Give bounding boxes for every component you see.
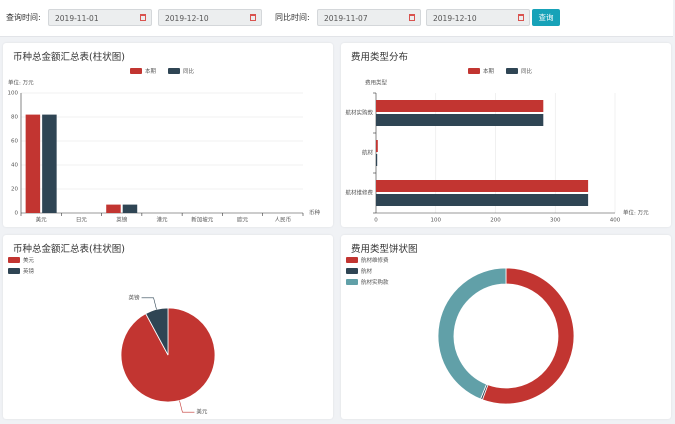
x-tick-label: 人民币: [275, 217, 292, 224]
legend-label: 航材维修费: [361, 256, 389, 264]
legend-label: 本期: [483, 67, 495, 75]
query-button[interactable]: 查询: [532, 9, 560, 26]
x-tick-label: 0: [374, 218, 378, 224]
x-tick-label: 新加坡元: [191, 216, 214, 224]
legend-swatch: [506, 68, 518, 74]
compare-label: 同比时间:: [275, 13, 310, 22]
panel: 费用类型饼状图 航材维修费航材航材实购款: [341, 235, 671, 419]
x-axis-label: 币种: [309, 209, 321, 217]
legend-label: 美元: [23, 256, 35, 264]
y-tick-label: 20: [11, 187, 18, 193]
y-tick-label: 80: [11, 115, 18, 121]
y-tick-label: 100: [8, 91, 19, 97]
bar: [106, 204, 121, 213]
chart-title: 币种总金额汇总表(柱状图): [13, 244, 125, 255]
bar: [376, 194, 589, 206]
date-input[interactable]: 2019-12-10: [426, 9, 530, 26]
chart: 单位: 万元 0 20 40 60 80 100 美元 日元 英镑 港元 新加坡元 欧元 人民币 币种 本期 同…: [8, 67, 321, 224]
date-input[interactable]: 2019-11-01: [48, 9, 152, 26]
x-tick-label: 美元: [36, 216, 48, 224]
x-tick-label: 100: [431, 218, 442, 224]
y-axis-label: 单位: 万元: [8, 79, 34, 87]
y-tick-label: 60: [11, 139, 18, 145]
y-tick-label: 40: [11, 163, 18, 169]
legend-swatch: [8, 257, 20, 263]
date-input[interactable]: 2019-11-07: [317, 9, 421, 26]
legend-label: 同比: [183, 67, 195, 75]
y-tick-label: 航材: [362, 149, 374, 157]
chart-title: 费用类型饼状图: [351, 244, 418, 255]
panel: 币种总金额汇总表(柱状图) 美元 英镑 美元 英镑: [3, 235, 333, 419]
legend-label: 本期: [145, 67, 157, 75]
bar: [376, 154, 378, 166]
bar: [376, 100, 544, 112]
y-axis-label: 费用类型: [365, 79, 388, 87]
chart-title: 费用类型分布: [351, 52, 409, 63]
x-tick-label: 欧元: [237, 216, 249, 224]
slice: [145, 307, 169, 356]
panel: 币种总金额汇总表(柱状图) 单位: 万元 0 20 40 60 80 100 美元 日元 英镑 港元…: [3, 43, 333, 227]
legend-swatch: [8, 268, 20, 274]
legend-label: 英镑: [23, 267, 35, 275]
legend-swatch: [130, 68, 142, 74]
label-line: [179, 400, 195, 413]
panel: 费用类型分布 费用类型 0 100 200 300 400 航材维修费 航材 航材实购款单位: …: [341, 43, 671, 227]
legend-label: 航材: [361, 267, 373, 275]
date-input[interactable]: 2019-12-10: [158, 9, 262, 26]
x-tick-label: 港元: [156, 216, 168, 224]
x-tick-label: 日元: [76, 217, 88, 224]
y-tick-label: 航材维修费: [345, 189, 373, 197]
x-axis-label: 单位: 万元: [623, 209, 649, 217]
chart-title: 币种总金额汇总表(柱状图): [13, 52, 125, 63]
legend-label: 同比: [521, 67, 533, 75]
x-tick-label: 英镑: [116, 216, 128, 224]
label-line: [141, 297, 157, 310]
bar: [376, 140, 378, 152]
legend-swatch: [168, 68, 180, 74]
legend-swatch: [346, 279, 358, 285]
legend-swatch: [468, 68, 480, 74]
bar: [376, 114, 544, 126]
bar: [122, 204, 138, 213]
legend-label: 航材实购款: [361, 278, 389, 286]
legend-swatch: [346, 257, 358, 263]
legend-swatch: [346, 268, 358, 274]
slice-label: 英镑: [129, 293, 141, 301]
bar: [25, 114, 41, 213]
bar: [42, 114, 57, 213]
slice: [481, 267, 575, 405]
query-label: 查询时间:: [6, 13, 41, 22]
filter-bar: 查询时间: 2019-11-01 2019-12-10 同比时间: 2019-1…: [0, 0, 673, 37]
x-tick-label: 400: [610, 218, 621, 224]
bar: [376, 180, 589, 192]
y-tick-label: 航材实购款: [345, 109, 373, 117]
x-tick-label: 300: [550, 218, 561, 224]
slice-label: 美元: [196, 408, 208, 416]
y-tick-label: 0: [15, 211, 19, 217]
x-tick-label: 200: [490, 218, 501, 224]
slice: [437, 267, 507, 400]
